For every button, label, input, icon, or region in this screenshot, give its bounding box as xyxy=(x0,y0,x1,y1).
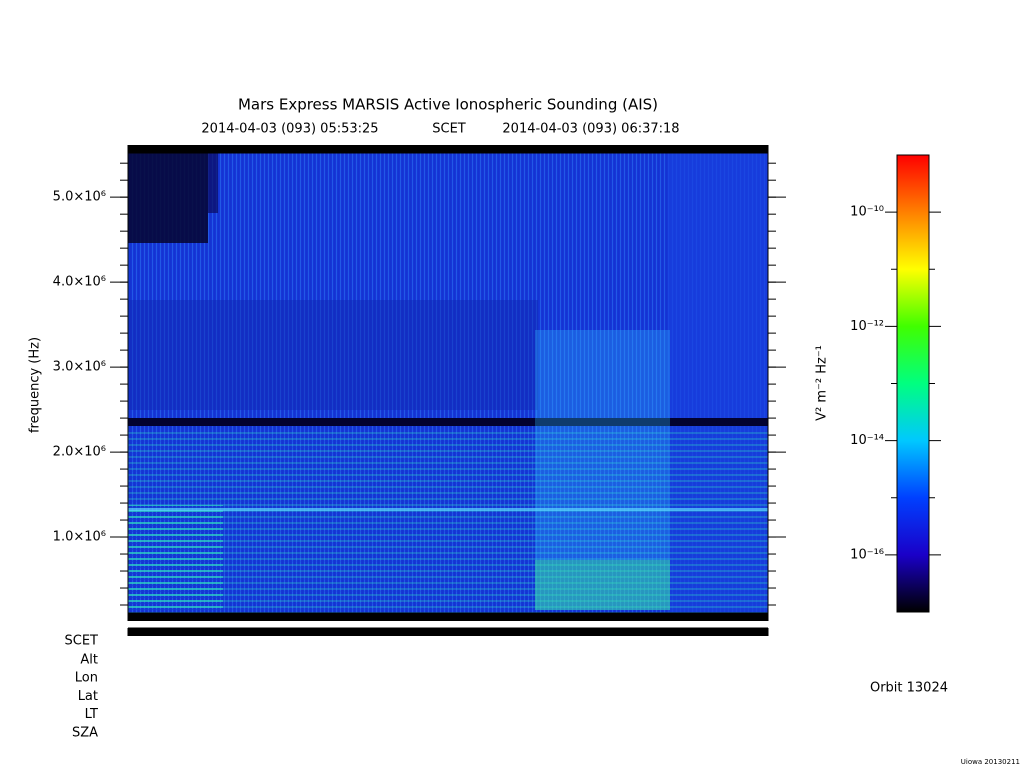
spectrogram-image xyxy=(127,152,769,614)
orbit: Orbit 13024 xyxy=(870,681,948,696)
footer: Uiowa 20130211 xyxy=(961,758,1020,766)
colorbar-label: V² m⁻² Hz⁻¹ xyxy=(815,345,830,421)
y-tick-label: 3.0×10⁶ xyxy=(53,360,106,375)
ephemeris-time-label: SCET xyxy=(65,634,99,649)
colorbar xyxy=(896,154,930,613)
y-tick-label: 5.0×10⁶ xyxy=(53,190,106,205)
chart-title: Mars Express MARSIS Active Ionospheric S… xyxy=(238,96,658,114)
y-tick-label: 2.0×10⁶ xyxy=(53,445,106,460)
start-time: 2014-04-03 (093) 05:53:25 xyxy=(201,122,378,137)
y-axis-label: frequency (Hz) xyxy=(28,337,43,433)
time-system: SCET xyxy=(432,122,466,137)
y-tick-label: 4.0×10⁶ xyxy=(53,275,106,290)
end-time: 2014-04-03 (093) 06:37:18 xyxy=(502,122,679,137)
y-tick-label: 1.0×10⁶ xyxy=(53,530,106,545)
